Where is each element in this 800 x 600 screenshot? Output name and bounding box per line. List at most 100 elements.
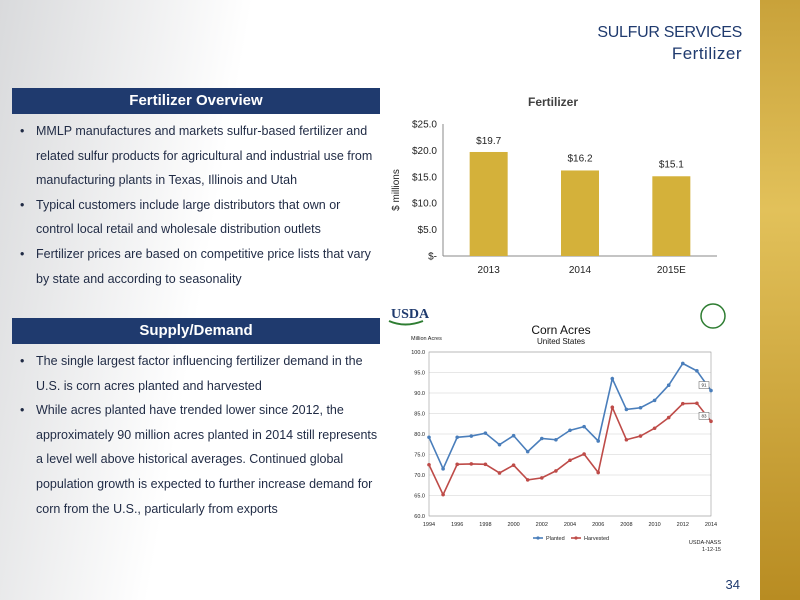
legend-label: Harvested [584, 536, 609, 542]
page-number: 34 [725, 577, 740, 592]
corn-x-tick-label: 1996 [451, 522, 463, 528]
usda-logo-swoosh [388, 320, 424, 326]
data-point [483, 431, 488, 435]
data-point [610, 376, 615, 381]
corn-x-tick-label: 2004 [564, 522, 576, 528]
data-point [610, 405, 615, 410]
corn-y-tick-label: 85.0 [414, 412, 425, 418]
bar-data-label: $15.1 [659, 159, 684, 170]
data-point [441, 467, 445, 471]
data-point [554, 437, 558, 442]
corn-x-tick-label: 2010 [648, 522, 660, 528]
data-point [666, 383, 671, 388]
y-tick-label: $20.0 [412, 146, 437, 157]
data-point [568, 428, 572, 433]
overview-bullet: MMLP manufactures and markets sulfur-bas… [20, 119, 380, 193]
data-point [511, 463, 516, 467]
data-point [681, 361, 685, 366]
corn-y-tick-label: 60.0 [414, 514, 425, 520]
legend-marker [574, 536, 578, 540]
bar [561, 170, 599, 256]
corn-x-tick-label: 2014 [705, 522, 717, 528]
legend-label: Planted [546, 536, 565, 542]
data-point [497, 442, 502, 447]
corn-x-tick-label: 2006 [592, 522, 604, 528]
overview-heading: Fertilizer Overview [12, 88, 380, 114]
gold-side-band [760, 0, 800, 600]
legend-marker [536, 536, 540, 540]
page-title: SULFUR SERVICES [597, 24, 742, 41]
corn-y-tick-label: 70.0 [414, 473, 425, 479]
data-point [427, 435, 431, 440]
y-tick-label: $15.0 [412, 172, 437, 183]
corn-y-tick-label: 90.0 [414, 391, 425, 397]
bar [652, 176, 691, 256]
data-point [666, 415, 671, 420]
data-point [455, 462, 459, 467]
corn-y-tick-label: 100.0 [411, 350, 425, 356]
corn-y-tick-label: 75.0 [414, 453, 425, 459]
usda-logo-text: USDA [391, 307, 430, 322]
supply-bullet: While acres planted have trended lower s… [20, 398, 380, 521]
corn-x-tick-label: 1998 [479, 522, 491, 528]
data-point [582, 452, 586, 456]
corn-x-tick-label: 2012 [677, 522, 689, 528]
data-point [525, 478, 530, 482]
data-point [624, 407, 629, 412]
data-point [469, 434, 474, 438]
x-tick-label: 2013 [478, 265, 501, 276]
corn-x-tick-label: 2002 [536, 522, 548, 528]
corn-chart-subtitle: United States [537, 337, 585, 346]
data-point [709, 388, 713, 393]
data-point [652, 398, 657, 403]
fertilizer-bar-chart: Fertilizer $ millions $- $5.0 $10.0 $15.0 $20.… [391, 95, 717, 276]
data-point [638, 434, 643, 438]
end-label-box [698, 412, 710, 420]
data-point [624, 437, 629, 442]
corn-y-tick-label: 95.0 [414, 371, 425, 377]
header: SULFUR SERVICES Fertilizer [597, 24, 742, 64]
chart-title: Fertilizer [528, 95, 578, 109]
corn-y-tick-label: 65.0 [414, 494, 425, 500]
data-point [540, 476, 544, 480]
data-point [511, 433, 516, 438]
data-point [497, 471, 502, 475]
data-point [469, 462, 474, 466]
source-label: USDA-NASS [689, 540, 721, 546]
data-point [709, 419, 713, 424]
corn-y-tick-label: 80.0 [414, 432, 425, 438]
overview-bullet: Typical customers include large distribu… [20, 193, 380, 242]
end-label: 83 [701, 413, 707, 418]
corn-x-tick-label: 2000 [507, 522, 519, 528]
source-date: 1-12-15 [702, 547, 721, 553]
plot-frame [428, 351, 712, 517]
y-tick-label: $5.0 [418, 225, 438, 236]
corn-x-tick-label: 2008 [620, 522, 632, 528]
data-point [695, 401, 699, 406]
bar-data-label: $16.2 [567, 153, 592, 164]
data-point [652, 426, 657, 431]
y-tick-label: $25.0 [412, 120, 437, 131]
corn-chart-title: Corn Acres [531, 323, 590, 337]
supply-heading: Supply/Demand [12, 318, 380, 344]
end-label-box [698, 381, 710, 389]
data-point [455, 435, 459, 440]
data-point [695, 369, 699, 373]
nass-seal-icon [700, 303, 726, 329]
data-point [638, 405, 643, 410]
corn-y-axis-label: Million Acres [411, 336, 442, 342]
data-point [540, 436, 544, 441]
x-tick-label: 2015E [657, 265, 686, 276]
data-point [681, 401, 685, 406]
supply-bullet-list: The single largest factor influencing fe… [20, 349, 380, 521]
data-point [427, 462, 431, 467]
corn-x-tick-label: 1994 [423, 522, 435, 528]
bar [469, 151, 508, 256]
data-point [596, 470, 600, 475]
end-label: 91 [701, 383, 707, 388]
data-point [582, 424, 586, 429]
y-tick-label: $10.0 [412, 199, 437, 210]
overview-bullet-list: MMLP manufactures and markets sulfur-bas… [20, 119, 380, 291]
data-point [568, 458, 572, 463]
